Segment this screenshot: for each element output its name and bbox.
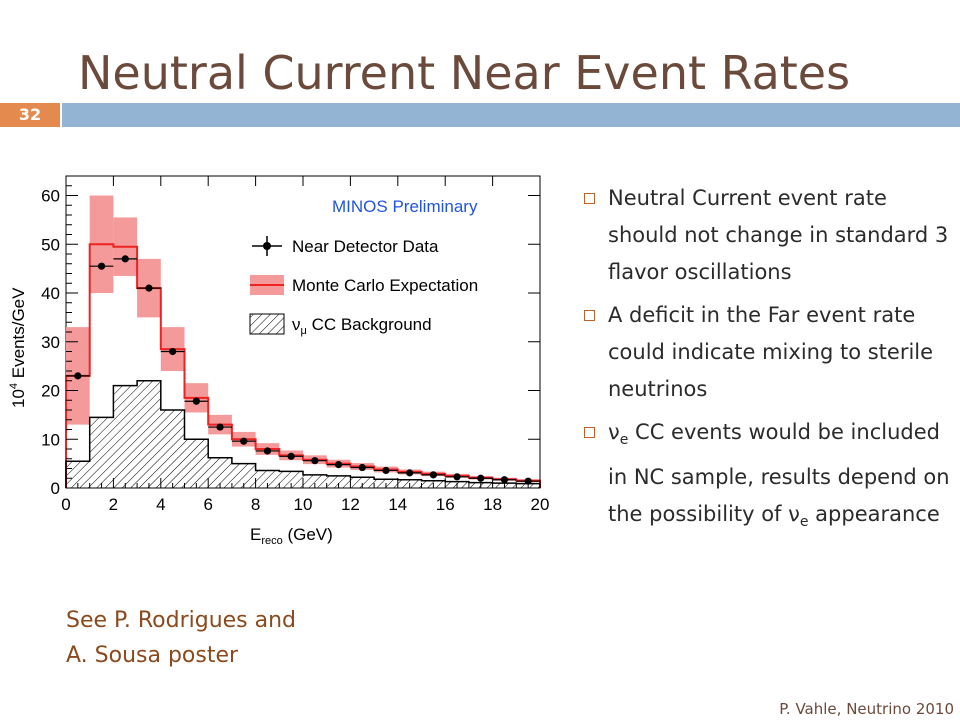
data-point — [97, 262, 106, 270]
x-tick-label: 14 — [388, 495, 407, 514]
legend-bg-label: νμ CC Background — [292, 315, 432, 337]
x-tick-label: 20 — [531, 495, 550, 514]
background-bar — [113, 385, 138, 488]
poster-line-2: A. Sousa poster — [66, 643, 239, 668]
event-rate-chart: 0 2 4 6 8 10 12 14 16 18 20 0 10 20 30 40 50 60 MINOS Pre… — [8, 175, 550, 547]
data-point — [358, 463, 366, 472]
data-point — [477, 474, 485, 482]
background-bar — [208, 457, 232, 488]
background-bar — [184, 439, 209, 488]
data-point — [453, 473, 461, 481]
data-point — [500, 476, 509, 484]
data-point — [169, 347, 177, 356]
y-tick-label: 30 — [41, 333, 60, 352]
data-point — [429, 471, 437, 479]
data-point — [311, 457, 319, 465]
data-point — [406, 469, 414, 477]
background-bar — [137, 380, 161, 488]
bullet-item: Neutral Current event rate should not ch… — [584, 180, 956, 291]
data-point — [74, 372, 82, 380]
mc-expectation-line — [65, 243, 541, 488]
data-point — [263, 447, 272, 455]
title-bar — [62, 103, 960, 127]
background-bar — [66, 461, 90, 488]
y-tick-label: 0 — [51, 479, 60, 498]
data-point — [524, 477, 532, 485]
legend-bg-swatch — [249, 313, 285, 335]
data-point — [240, 437, 248, 445]
y-tick-label: 60 — [41, 187, 60, 206]
x-tick-label: 18 — [483, 495, 502, 514]
background-bar — [350, 477, 375, 488]
x-tick-label: 0 — [61, 495, 70, 514]
background-bar — [231, 463, 256, 488]
legend-data-label: Near Detector Data — [292, 237, 439, 256]
y-tick-label: 50 — [41, 235, 60, 254]
background-bar — [160, 410, 185, 488]
x-tick-label: 16 — [436, 495, 455, 514]
legend: Near Detector Data Monte Carlo Expectati… — [249, 236, 478, 337]
slide-number: 32 — [0, 103, 60, 127]
poster-note: See P. Rodrigues and A. Sousa poster — [66, 603, 296, 673]
x-tick-label: 8 — [251, 495, 260, 514]
y-axis-label: 104 Events/GeV — [8, 287, 28, 408]
x-tick-label: 6 — [203, 495, 212, 514]
data-point — [216, 423, 224, 431]
legend-mc-label: Monte Carlo Expectation — [292, 276, 478, 295]
y-tick-label: 40 — [41, 284, 60, 303]
data-point — [145, 284, 153, 292]
x-axis-label: Ereco (GeV) — [250, 525, 333, 547]
x-tick-label: 10 — [294, 495, 313, 514]
page-title: Neutral Current Near Event Rates — [78, 46, 851, 100]
legend-data-marker — [263, 242, 271, 250]
bullet-icon — [584, 193, 595, 204]
poster-line-1: See P. Rodrigues and — [66, 608, 297, 633]
footer-credit: P. Vahle, Neutrino 2010 — [779, 700, 954, 718]
x-tick-label: 4 — [156, 495, 165, 514]
data-point — [382, 466, 390, 475]
chart-annotation: MINOS Preliminary — [332, 197, 478, 216]
background-bar — [279, 471, 303, 488]
data-point — [121, 255, 129, 263]
bullet-item: A deficit in the Far event rate could in… — [584, 297, 956, 408]
data-point — [192, 397, 200, 405]
data-point — [334, 461, 343, 469]
bullet-list: Neutral Current event rate should not ch… — [584, 180, 956, 547]
background-bar — [89, 417, 114, 488]
background-bar — [326, 475, 351, 488]
y-tick-label: 10 — [41, 430, 60, 449]
x-tick-label: 12 — [341, 495, 360, 514]
x-tick-label: 2 — [109, 495, 118, 514]
y-tick-label: 20 — [41, 382, 60, 401]
background-bar — [303, 474, 327, 488]
bullet-item: νe CC events would be included in NC sam… — [584, 414, 956, 541]
bullet-icon — [584, 310, 595, 321]
bullet-icon — [584, 427, 595, 438]
background-bar — [255, 470, 280, 488]
data-point — [287, 452, 295, 460]
background-outline — [65, 380, 541, 488]
